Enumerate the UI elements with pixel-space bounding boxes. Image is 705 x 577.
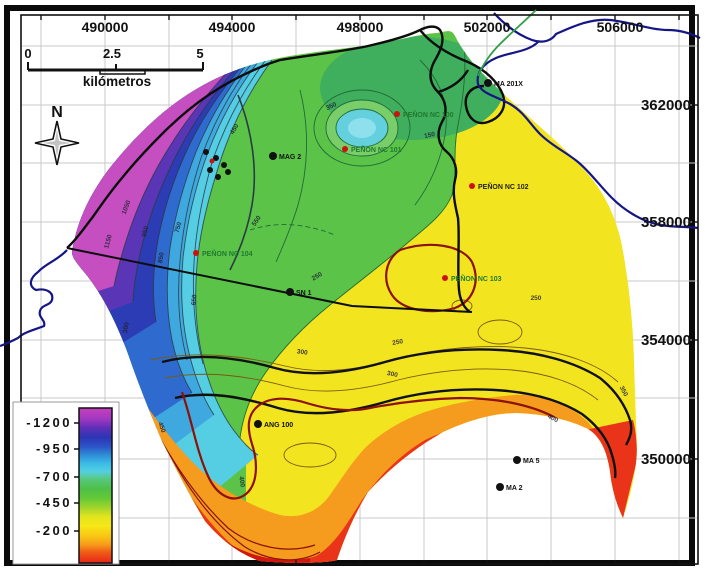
scale-bar-tick-label: 5	[196, 46, 203, 61]
compass-star-icon	[34, 120, 80, 166]
well-dot	[215, 174, 221, 180]
contour-value-label: 300	[122, 321, 131, 333]
well-label: MA 5	[523, 458, 540, 465]
contour-value-label: 250	[311, 271, 324, 283]
well-dot	[209, 158, 215, 164]
well-dot	[193, 250, 199, 256]
y-axis-label: 354000	[641, 332, 691, 349]
well-label: MAG 2	[279, 154, 301, 161]
scale-bar-tick-label: 0	[24, 46, 31, 61]
well-label: ANG 100	[264, 422, 293, 429]
x-axis-labels: 490000 494000 498000 502000 506000	[82, 19, 644, 35]
scale-bar: 0 2.5 5 kilómetros	[24, 46, 204, 89]
north-arrow: N	[34, 104, 80, 166]
y-axis-label: 358000	[641, 214, 691, 231]
y-axis-labels: 362000 358000 354000 350000	[641, 97, 691, 468]
well-label: PEÑON NC 104	[202, 249, 253, 258]
contour-value-label: 350	[325, 101, 338, 112]
color-scale-legend: -1200 -950 -700 -450 -200	[12, 401, 120, 565]
x-axis-label: 494000	[209, 19, 256, 35]
pipeline-green-line	[477, 9, 537, 77]
well-label: PEÑON NC 101	[351, 145, 402, 154]
scale-bar-unit: kilómetros	[83, 74, 151, 89]
well-dot	[225, 169, 231, 175]
well-dot	[442, 275, 448, 281]
well-dot	[221, 162, 227, 168]
well-dot	[286, 288, 294, 296]
legend-colorbar	[78, 407, 113, 564]
lease-boundaries	[66, 25, 506, 313]
contour-value-label: 1050	[121, 199, 133, 215]
well-label: MA 2	[506, 485, 523, 492]
well-dot	[203, 149, 209, 155]
well-dot	[254, 420, 262, 428]
x-axis-label: 498000	[337, 19, 384, 35]
rivers	[0, 12, 701, 348]
legend-label: -950	[36, 441, 72, 456]
north-label: N	[51, 104, 63, 121]
y-axis-label: 350000	[641, 451, 691, 468]
y-axis-label: 362000	[641, 97, 691, 114]
well-label: SN 1	[296, 290, 312, 297]
contour-value-label: 250	[392, 338, 404, 347]
well-dot	[269, 152, 277, 160]
well-dot	[394, 111, 400, 117]
well-label: PEÑON NC 100	[403, 110, 454, 119]
contour-value-label: 250	[531, 295, 542, 302]
x-axis-label: 506000	[597, 19, 644, 35]
contour-value-label: 350	[618, 385, 629, 398]
well-label: PEÑON NC 103	[451, 274, 502, 283]
contour-value-label: 450	[229, 122, 241, 135]
contour-value-label: 750	[174, 221, 184, 234]
contour-value-label: 150	[424, 131, 436, 140]
contour-value-label: 300	[386, 370, 398, 379]
well-dot	[207, 167, 213, 173]
legend-label: -450	[36, 495, 72, 510]
contour-value-label: 850	[157, 251, 166, 263]
well-dot	[484, 79, 492, 87]
legend-label: -1200	[26, 415, 72, 430]
page-border	[4, 5, 695, 566]
x-axis-label: 502000	[464, 19, 511, 35]
contour-lines	[113, 31, 633, 561]
contour-value-label: 950	[141, 225, 151, 238]
contour-value-label: 300	[296, 348, 308, 356]
contour-value-label: 650	[191, 294, 199, 306]
legend-label: -700	[36, 469, 72, 484]
well-dot	[496, 483, 504, 491]
well-dot	[342, 146, 348, 152]
legend-label: -200	[36, 523, 72, 538]
well-dot	[213, 155, 219, 161]
well-dot	[469, 183, 475, 189]
contour-value-label: 1150	[103, 234, 114, 250]
well-label: PEÑON NC 102	[478, 182, 529, 191]
well-dot	[513, 456, 521, 464]
contour-value-label: 400	[546, 413, 559, 424]
scale-bar-tick-label: 2.5	[103, 46, 121, 61]
axis-ticks	[40, 15, 698, 564]
contour-value-labels: 1150105095085075065055045035015025030025…	[103, 101, 629, 488]
compass-star-inner	[43, 129, 71, 157]
well-label: MA 201X	[494, 81, 523, 88]
contour-value-label: 450	[156, 421, 166, 434]
contour-value-label: 400	[237, 476, 245, 488]
well-markers: MA 201X PEÑON NC 100 PEÑON NC 101 MAG 2 PEÑO…	[193, 79, 540, 492]
x-axis-label: 490000	[82, 19, 129, 35]
